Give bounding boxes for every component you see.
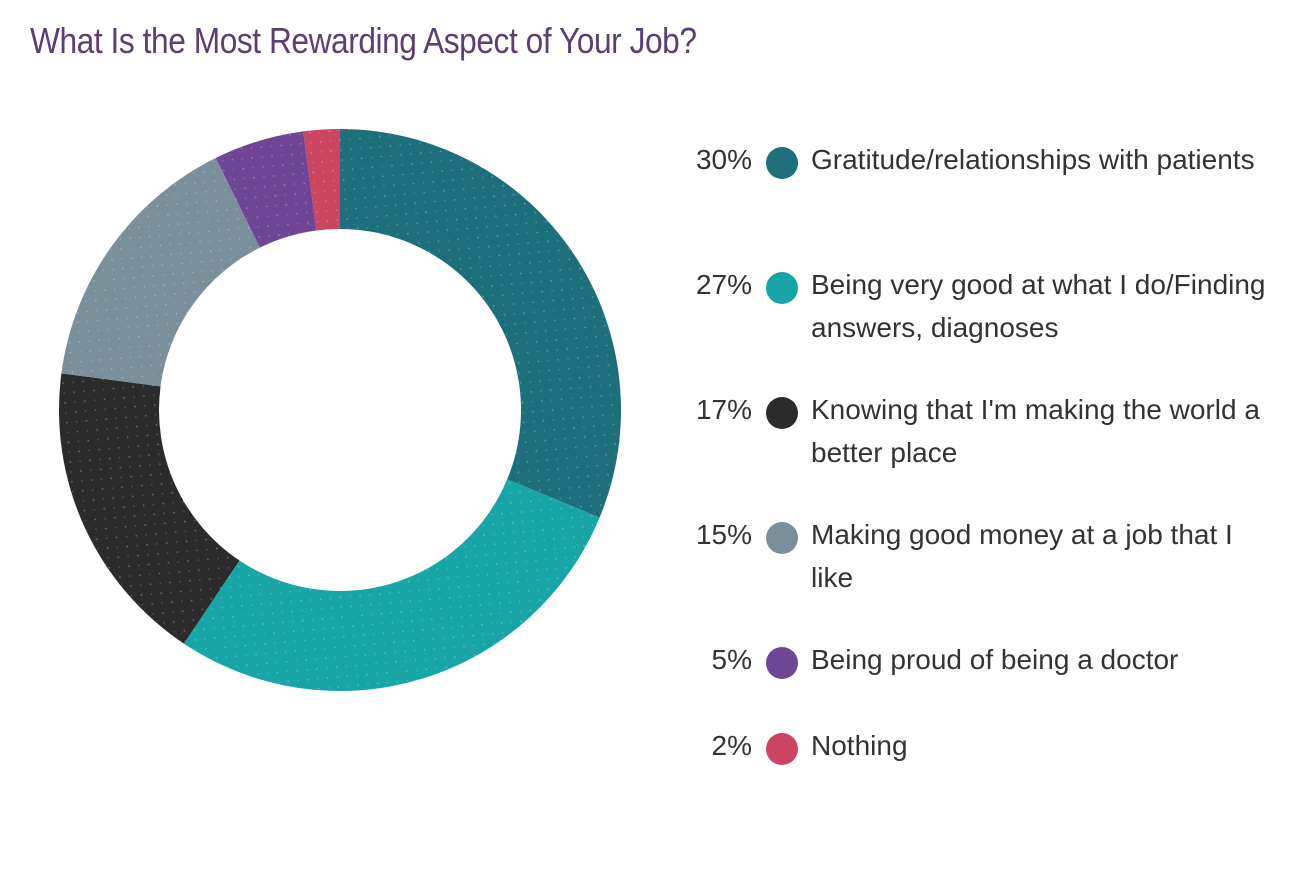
- legend-percent: 5%: [711, 644, 752, 675]
- donut-slice-texture-2: [183, 479, 600, 691]
- legend-percent: 2%: [711, 730, 752, 761]
- donut-slice-texture-3: [59, 373, 240, 644]
- legend-percent: 15%: [695, 519, 752, 550]
- legend-label: Gratitude/relationships with patients: [811, 144, 1255, 175]
- legend-swatch: [766, 522, 798, 554]
- donut-chart: [59, 129, 621, 691]
- legend-percent: 30%: [695, 144, 752, 175]
- legend-label: Being proud of being a doctor: [811, 644, 1179, 675]
- donut-slice-texture-1: [340, 129, 621, 518]
- legend-label: Knowing that I'm making the world a bett…: [811, 394, 1260, 468]
- legend-percent: 17%: [695, 394, 752, 425]
- chart-title: What Is the Most Rewarding Aspect of You…: [30, 20, 697, 61]
- legend-percent: 27%: [695, 269, 752, 300]
- legend-swatch: [766, 733, 798, 765]
- legend-item: 15% Making good money at a job that I lik…: [680, 513, 1280, 613]
- legend-item: 5% Being proud of being a doctor: [680, 638, 1280, 738]
- legend-swatch: [766, 647, 798, 679]
- donut-slice-texture-5: [215, 131, 317, 248]
- legend-swatch: [766, 272, 798, 304]
- legend-label: Being very good at what I do/Finding ans…: [811, 269, 1266, 343]
- legend-label: Nothing: [811, 730, 908, 761]
- legend-swatch: [766, 147, 798, 179]
- legend-item: 30% Gratitude/relationships with patients: [680, 138, 1280, 238]
- donut-slice-texture-6: [303, 129, 340, 231]
- legend-item: 17% Knowing that I'm making the world a b…: [680, 388, 1280, 488]
- legend-item: 27% Being very good at what I do/Finding …: [680, 263, 1280, 363]
- legend-label: Making good money at a job that I like: [811, 519, 1233, 593]
- donut-slice-texture-4: [61, 157, 260, 387]
- legend-item: 2% Nothing: [680, 724, 1280, 824]
- legend-swatch: [766, 397, 798, 429]
